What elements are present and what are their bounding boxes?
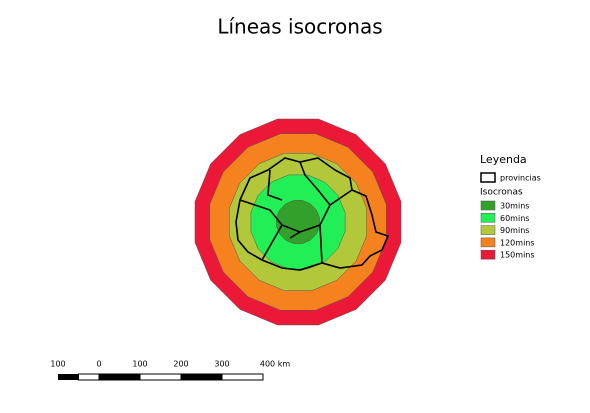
scale-segment — [221, 373, 264, 381]
legend-swatch — [480, 237, 496, 248]
legend-swatch — [480, 249, 496, 260]
legend-swatch — [480, 225, 496, 235]
scale-segment — [58, 374, 79, 380]
legend-title: Leyenda — [480, 153, 527, 166]
legend-swatch — [480, 213, 496, 223]
legend-label: 60mins — [500, 214, 529, 223]
scale-label: 300 — [214, 360, 229, 369]
legend-label: 150mins — [500, 251, 535, 260]
legend-label: 120mins — [500, 238, 535, 247]
scale-bar: 100 0 100 200 300 400 km — [50, 360, 290, 381]
legend-swatch — [480, 200, 496, 211]
scale-label: 0 — [96, 360, 101, 369]
legend-label: 90mins — [500, 226, 529, 235]
scale-label: 200 — [173, 360, 188, 369]
legend-swatch-provinces — [480, 172, 496, 183]
scale-label: 100 — [132, 360, 147, 369]
province-outlines — [235, 157, 390, 271]
map-title: Líneas isocronas — [217, 15, 382, 39]
legend-items: 30mins 60mins 90mins 120mins 150mins — [480, 200, 535, 260]
scale-label: 400 km — [260, 360, 290, 369]
scale-segment — [139, 373, 182, 381]
isochrone-rings — [194, 118, 402, 326]
scale-segment — [180, 373, 223, 381]
scale-segment — [98, 373, 141, 381]
legend-label: provincias — [500, 174, 541, 183]
scale-segment — [78, 373, 100, 381]
scale-label: 100 — [50, 360, 65, 369]
legend-group: Isocronas — [480, 188, 523, 198]
legend-label: 30mins — [500, 202, 529, 211]
isochrone-ring — [276, 200, 320, 244]
